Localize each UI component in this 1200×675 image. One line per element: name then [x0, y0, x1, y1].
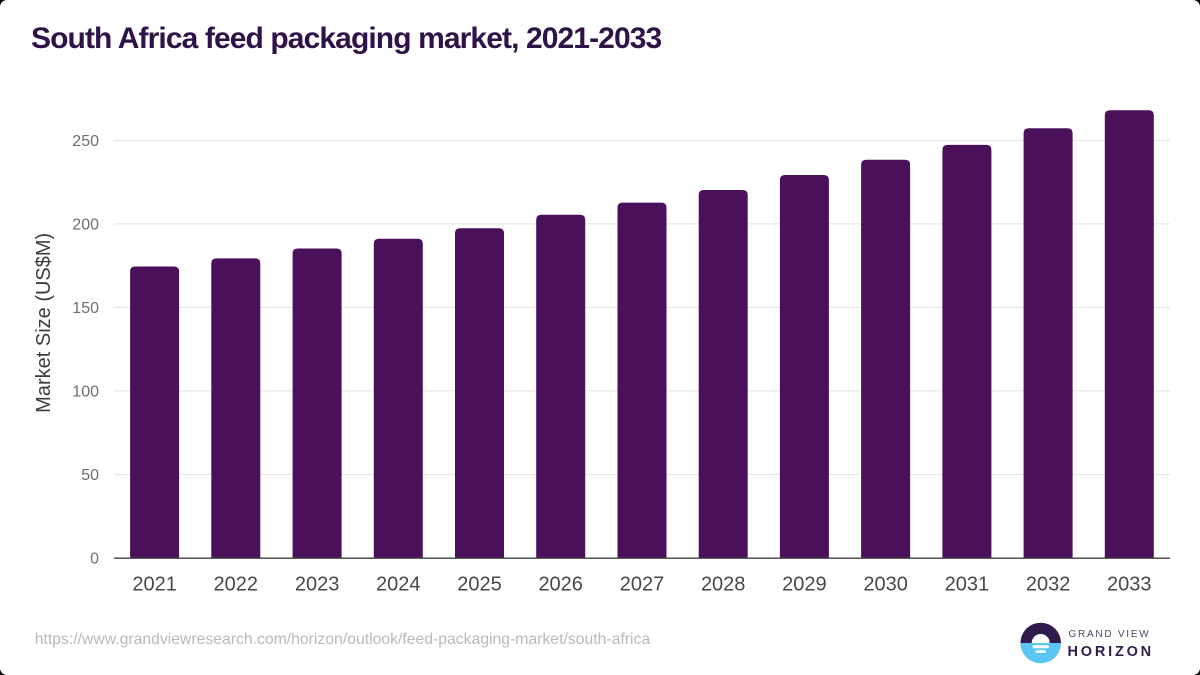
svg-text:2032: 2032: [1026, 574, 1071, 596]
svg-text:2023: 2023: [295, 574, 340, 596]
svg-text:200: 200: [72, 216, 99, 233]
svg-text:2030: 2030: [863, 574, 908, 596]
svg-text:2021: 2021: [132, 574, 177, 596]
svg-text:Market Size (US$M): Market Size (US$M): [33, 233, 55, 413]
svg-text:2026: 2026: [538, 574, 583, 596]
svg-text:0: 0: [90, 550, 99, 567]
svg-text:2031: 2031: [945, 574, 990, 596]
svg-text:2028: 2028: [701, 574, 746, 596]
svg-text:100: 100: [72, 383, 99, 400]
svg-text:2024: 2024: [376, 574, 421, 596]
svg-text:2025: 2025: [457, 574, 502, 596]
svg-text:2027: 2027: [620, 574, 665, 596]
svg-text:150: 150: [72, 300, 99, 317]
svg-text:250: 250: [72, 133, 99, 150]
svg-text:2022: 2022: [214, 574, 259, 596]
svg-text:2033: 2033: [1107, 574, 1152, 596]
svg-text:2029: 2029: [782, 574, 827, 596]
svg-text:50: 50: [81, 467, 99, 484]
